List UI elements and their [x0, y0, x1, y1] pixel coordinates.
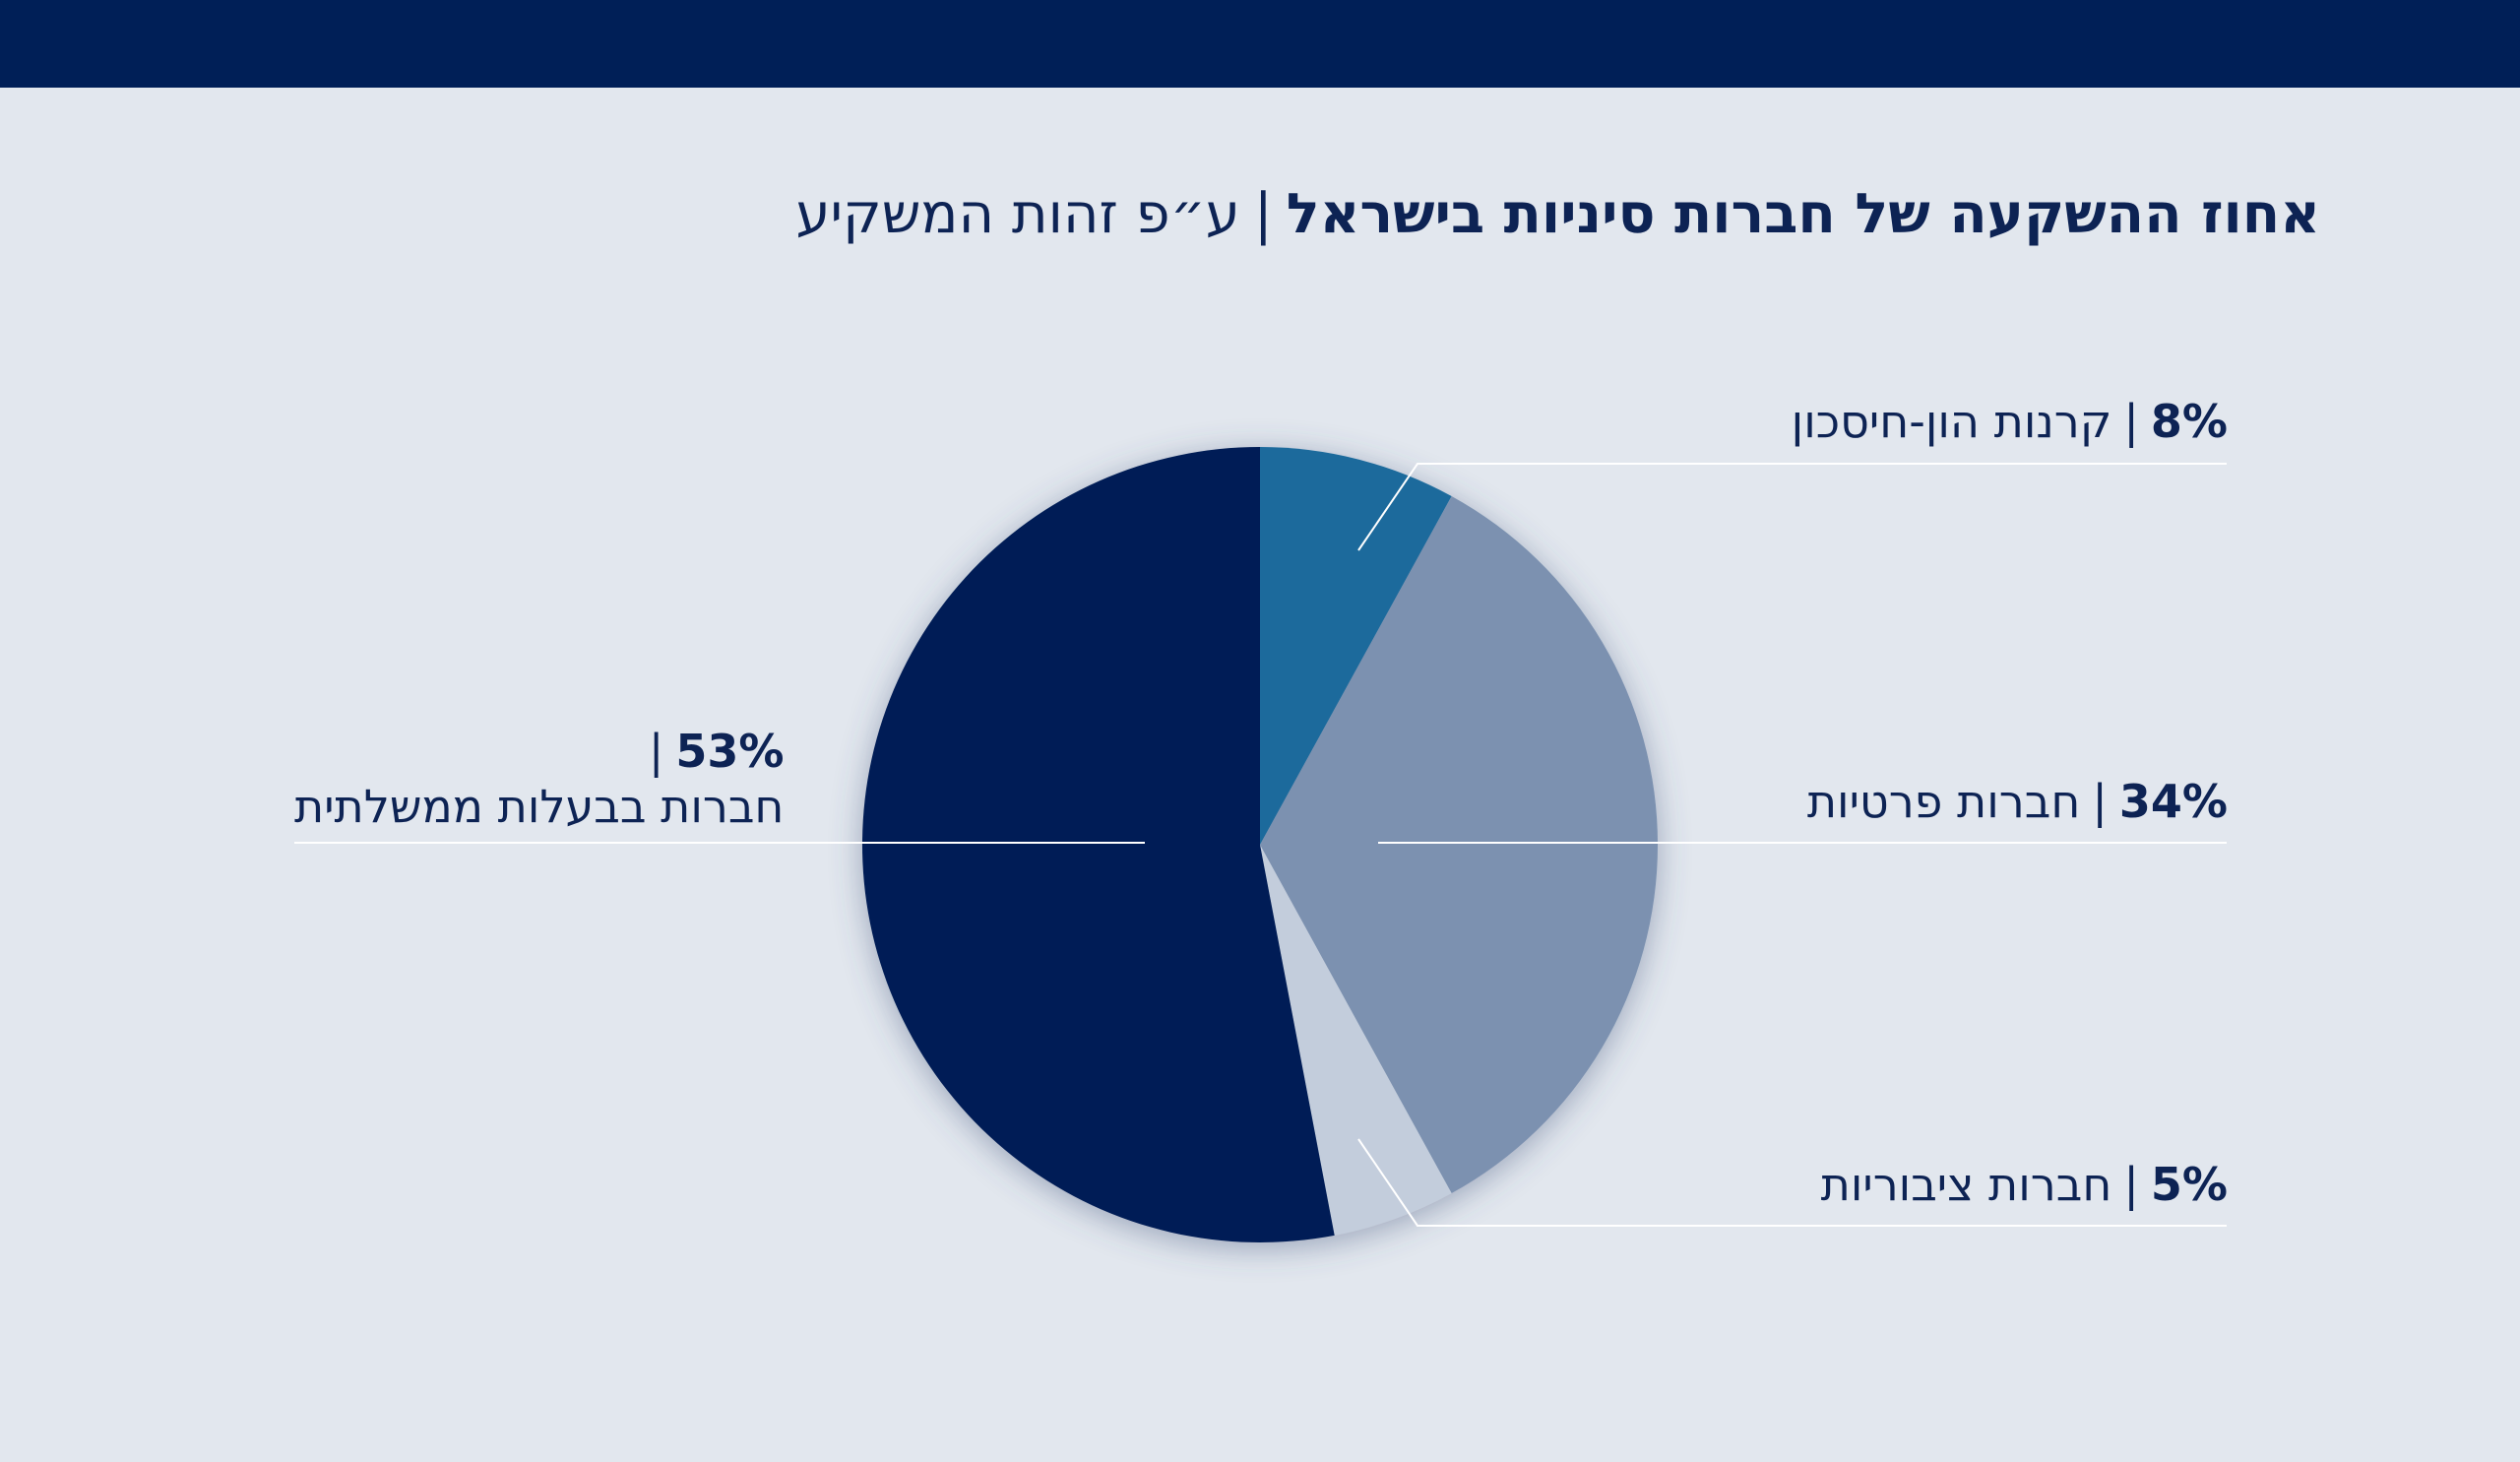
slice-category-public: חברות ציבוריות	[1820, 1158, 2112, 1211]
chart-title: אחוז ההשקעה של חברות סיניות בישראל|ע״פ ז…	[795, 175, 2320, 254]
pie-slices	[861, 446, 1659, 1243]
chart-title-separator: |	[1253, 182, 1273, 246]
pie-slice-private	[1260, 495, 1659, 1194]
slice-category-private: חברות פרטיות	[1806, 775, 2081, 828]
slice-value-public: 5%	[2150, 1158, 2228, 1211]
pie-slice-public	[1260, 845, 1452, 1236]
slice-value-private: 34%	[2118, 775, 2228, 828]
leader-line-public	[1357, 1138, 2227, 1227]
slice-category-state-owned: חברות בבעלות ממשלתית	[294, 780, 785, 833]
slice-label-vc: 8%|קרנות הון-חיסכון	[1791, 395, 2228, 448]
chart-title-sub: ע״פ זהות המשקיע	[795, 182, 1240, 246]
slice-label-private: 34%|חברות פרטיות	[1806, 775, 2228, 828]
slice-label-state-owned: 53%| חברות בבעלות ממשלתית	[294, 725, 785, 833]
slice-label-public: 5%|חברות ציבוריות	[1820, 1158, 2228, 1211]
slice-value-state-owned: 53%	[675, 725, 785, 778]
leader-line-vc	[1357, 463, 2227, 551]
pie-slice-vc	[1260, 447, 1452, 845]
slice-value-vc: 8%	[2150, 395, 2228, 448]
pie-slice-state-owned	[861, 446, 1335, 1243]
leader-lines	[294, 463, 2227, 1227]
slice-category-vc: קרנות הון-חיסכון	[1791, 395, 2112, 448]
chart-title-main: אחוז ההשקעה של חברות סיניות בישראל	[1286, 182, 2320, 246]
top-bar	[0, 0, 2520, 88]
